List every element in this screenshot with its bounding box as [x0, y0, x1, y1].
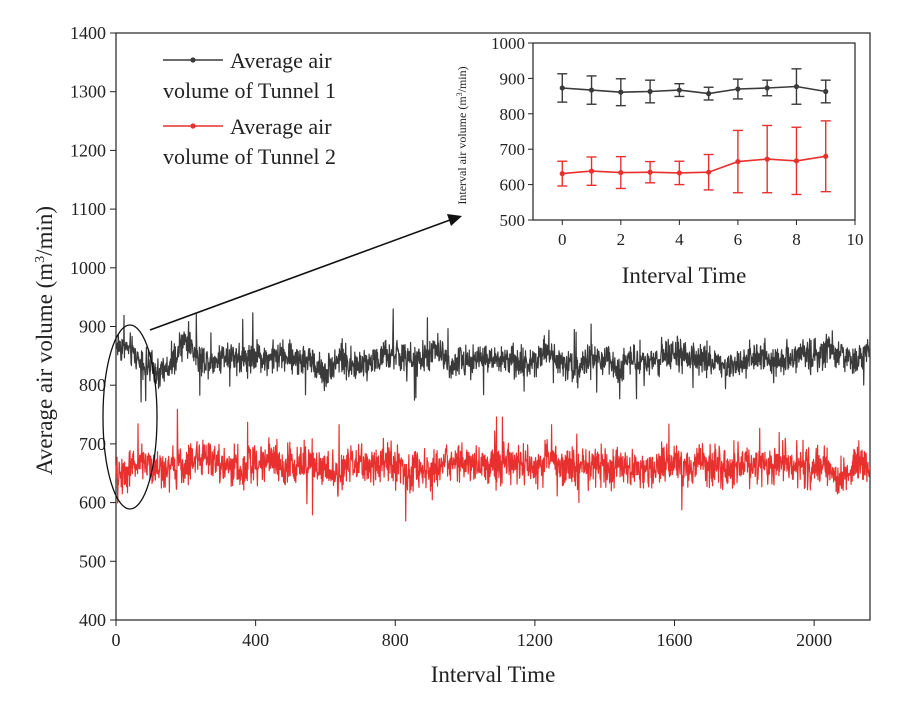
inset-y-tick-label: 1000: [491, 34, 525, 53]
inset-chart: 500 600 700 800 900 1000 0 2 4 6 8 10 Interval Time I…: [455, 34, 864, 288]
inset-data-point: [618, 169, 624, 176]
zoom-arrow-line: [149, 219, 451, 331]
y-tick-label: 1200: [70, 140, 106, 160]
inset-x-axis-label: Interval Time: [622, 263, 747, 288]
inset-y-tick-label: 700: [500, 140, 526, 159]
inset-data-point: [706, 169, 712, 175]
x-tick-label: 800: [382, 630, 409, 650]
legend-label: volume of Tunnel 2: [163, 144, 336, 169]
inset-data-point: [618, 89, 624, 95]
inset-series-line-tunnel-2: [562, 155, 826, 175]
y-tick-label: 600: [79, 493, 106, 513]
x-tick-label: 2000: [796, 630, 832, 650]
inset-series-line-tunnel-1: [562, 85, 826, 95]
inset-data-point: [793, 158, 800, 164]
y-tick-label: 1000: [70, 258, 106, 278]
inset-data-point: [823, 88, 829, 95]
x-tick-label: 0: [112, 630, 121, 650]
y-tick-label: 1300: [70, 82, 106, 102]
series-line-tunnel-1: [115, 308, 871, 403]
inset-data-point: [559, 171, 565, 177]
y-tick-label: 800: [79, 375, 106, 395]
inset-x-tick-label: 2: [617, 230, 626, 249]
inset-data-point: [647, 88, 653, 95]
inset-data-point: [647, 169, 653, 175]
legend-swatch-marker: [190, 57, 196, 63]
inset-plot-frame: [532, 42, 856, 221]
zoom-region-ellipse: [102, 324, 158, 510]
inset-data-point: [735, 86, 741, 92]
inset-data-point: [676, 87, 682, 93]
y-tick-label: 400: [79, 610, 106, 630]
inset-data-point: [735, 158, 741, 165]
y-tick-label: 1100: [71, 199, 106, 219]
inset-x-tick-label: 8: [792, 230, 801, 249]
inset-data-point: [588, 168, 595, 174]
x-tick-label: 1200: [517, 630, 553, 650]
legend-label: volume of Tunnel 1: [163, 78, 336, 103]
legend-swatch-marker: [190, 123, 196, 129]
x-axis-label: Interval Time: [431, 662, 556, 687]
inset-x-tick-label: 0: [558, 230, 567, 249]
y-axis-label: Average air volume (m3/min): [32, 206, 57, 475]
inset-data-point: [793, 83, 800, 90]
x-tick-label: 400: [242, 630, 269, 650]
inset-y-tick-label: 800: [500, 105, 526, 124]
y-tick-label: 900: [79, 317, 106, 337]
inset-data-point: [764, 85, 770, 91]
inset-y-tick-label: 600: [500, 176, 526, 195]
zoom-arrow-head: [447, 214, 462, 226]
inset-y-tick-label: 500: [500, 211, 526, 230]
legend-label: Average air: [230, 48, 332, 73]
y-tick-label: 500: [79, 551, 106, 571]
series-line-tunnel-2: [115, 408, 871, 522]
inset-data-point: [676, 170, 682, 176]
inset-y-tick-label: 900: [500, 69, 526, 88]
y-tick-label: 700: [79, 434, 106, 454]
inset-data-point: [823, 153, 829, 159]
inset-data-point: [588, 87, 595, 93]
zoom-annotation: [102, 214, 462, 510]
inset-y-axis-label: Interval air volume (m3/min): [455, 66, 469, 204]
inset-x-tick-label: 10: [847, 230, 864, 249]
x-tick-label: 1600: [657, 630, 693, 650]
inset-data-point: [764, 156, 770, 162]
inset-data-point: [706, 91, 712, 97]
inset-data-point: [559, 85, 565, 91]
inset-x-tick-label: 4: [675, 230, 684, 249]
y-tick-label: 1400: [70, 23, 106, 43]
inset-x-tick-label: 6: [734, 230, 743, 249]
legend-label: Average air: [230, 114, 332, 139]
